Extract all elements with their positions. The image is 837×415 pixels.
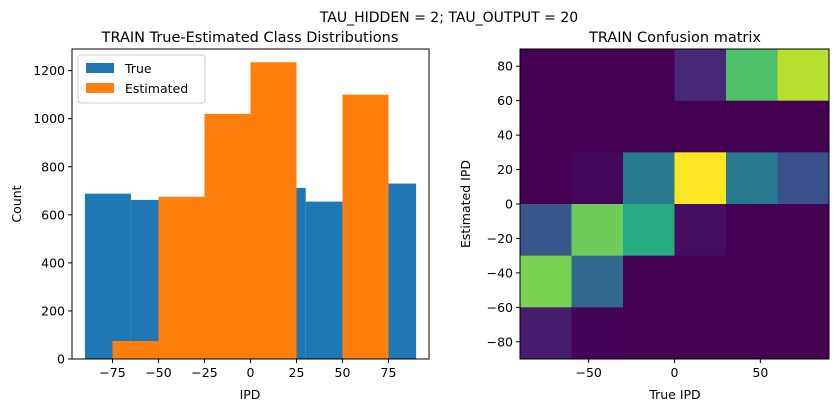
heatmap-cell-r0-c4 <box>726 49 778 102</box>
heatmap-cell-r2-c1 <box>571 152 624 205</box>
heatmap-cell-r3-c1 <box>571 204 624 257</box>
bar-true-1 <box>130 199 159 359</box>
heatmap-cell-r5-c2 <box>623 307 675 360</box>
heatmap-cell-r0-c2 <box>623 49 675 102</box>
bar-estimated-1 <box>158 196 205 359</box>
y-tick-label: 1000 <box>33 111 65 126</box>
y-tick-label: −20 <box>487 231 513 246</box>
histogram-bars <box>84 62 417 360</box>
heatmap-title: TRAIN Confusion matrix <box>588 30 761 46</box>
heatmap-cell-r5-c4 <box>726 307 778 360</box>
y-tick-label: 600 <box>41 207 65 222</box>
heatmap-cell-r3-c0 <box>520 204 572 257</box>
heatmap-cell-r3-c2 <box>623 204 675 257</box>
histogram-legend: True Estimated <box>77 54 206 104</box>
x-tick-label: 0 <box>671 365 679 380</box>
bar-true-5 <box>296 187 306 359</box>
x-tick-label: 50 <box>335 365 351 380</box>
confusion-matrix-chart: TRAIN Confusion matrix −50 0 50 −80−60−40−… <box>458 30 830 402</box>
heatmap-cell-r4-c4 <box>726 255 778 308</box>
histogram-chart: TRAIN True-Estimated Class Distributions… <box>9 30 430 402</box>
y-tick-label: 80 <box>497 59 513 74</box>
legend-label-true: True <box>124 61 152 76</box>
histogram-y-label: Count <box>9 185 24 222</box>
heatmap-cell-r5-c0 <box>520 307 572 360</box>
heatmap-cell-r3-c5 <box>777 204 830 257</box>
heatmap-cell-r5-c1 <box>571 307 624 360</box>
x-tick-label: −25 <box>191 365 217 380</box>
bar-estimated-3 <box>250 62 297 360</box>
histogram-title: TRAIN True-Estimated Class Distributions <box>101 30 399 46</box>
x-tick-label: −50 <box>575 365 601 380</box>
y-tick-label: 400 <box>41 255 65 270</box>
heatmap-y-ticks: −80 −60 −40 −20 0 20 40 60 80 <box>487 59 520 349</box>
heatmap-cell-r5-c5 <box>777 307 830 360</box>
heatmap-cell-r1-c5 <box>777 100 830 153</box>
heatmap-cell-r0-c0 <box>520 49 572 102</box>
histogram-y-ticks: 0 200 400 600 800 1000 1200 <box>33 63 72 367</box>
heatmap-cell-r0-c3 <box>674 49 727 102</box>
heatmap-cell-r4-c0 <box>520 255 572 308</box>
heatmap-x-label: True IPD <box>648 387 700 402</box>
x-tick-label: 75 <box>381 365 397 380</box>
heatmap-cell-r4-c2 <box>623 255 675 308</box>
y-tick-label: 20 <box>497 162 513 177</box>
y-tick-label: −60 <box>487 300 513 315</box>
y-tick-label: 60 <box>497 93 513 108</box>
heatmap-cell-r0-c5 <box>777 49 830 102</box>
legend-swatch-estimated <box>86 83 114 93</box>
heatmap-cell-r4-c5 <box>777 255 830 308</box>
heatmap-cell-r1-c4 <box>726 100 778 153</box>
bar-true-6 <box>305 201 343 359</box>
histogram-x-ticks: −75 −50 −25 0 25 50 75 <box>99 359 396 380</box>
x-tick-label: 0 <box>247 365 255 380</box>
bar-estimated-0 <box>112 340 159 359</box>
bar-estimated-5 <box>342 94 389 360</box>
y-tick-label: 0 <box>57 352 65 367</box>
heatmap-cell-r2-c3 <box>674 152 727 205</box>
y-tick-label: −40 <box>487 265 513 280</box>
heatmap-cell-r2-c4 <box>726 152 778 205</box>
x-tick-label: 25 <box>289 365 305 380</box>
y-tick-label: 1200 <box>33 63 65 78</box>
heatmap-cell-r3-c3 <box>674 204 727 257</box>
figure-suptitle: TAU_HIDDEN = 2; TAU_OUTPUT = 20 <box>319 10 578 26</box>
legend-swatch-true <box>86 63 114 73</box>
y-tick-label: 0 <box>505 197 513 212</box>
x-tick-label: 50 <box>752 365 768 380</box>
y-tick-label: 800 <box>41 159 65 174</box>
heatmap-cell-r1-c0 <box>520 100 572 153</box>
histogram-x-label: IPD <box>240 387 261 402</box>
heatmap-cell-r1-c2 <box>623 100 675 153</box>
heatmap-cells <box>520 49 830 360</box>
heatmap-cell-r1-c1 <box>571 100 624 153</box>
heatmap-cell-r4-c1 <box>571 255 624 308</box>
heatmap-x-ticks: −50 0 50 <box>575 359 768 380</box>
bar-true-0 <box>84 193 131 359</box>
x-tick-label: −75 <box>99 365 125 380</box>
heatmap-cell-r4-c3 <box>674 255 727 308</box>
y-tick-label: −80 <box>487 334 513 349</box>
x-tick-label: −50 <box>145 365 171 380</box>
y-tick-label: 200 <box>41 303 65 318</box>
heatmap-cell-r5-c3 <box>674 307 727 360</box>
heatmap-cell-r0-c1 <box>571 49 624 102</box>
heatmap-y-label: Estimated IPD <box>458 160 473 248</box>
y-tick-label: 40 <box>497 128 513 143</box>
heatmap-cell-r1-c3 <box>674 100 727 153</box>
heatmap-cell-r2-c5 <box>777 152 830 205</box>
bar-estimated-2 <box>204 113 251 359</box>
heatmap-cell-r2-c2 <box>623 152 675 205</box>
heatmap-cell-r3-c4 <box>726 204 778 257</box>
heatmap-cell-r2-c0 <box>520 152 572 205</box>
legend-label-estimated: Estimated <box>125 81 188 96</box>
